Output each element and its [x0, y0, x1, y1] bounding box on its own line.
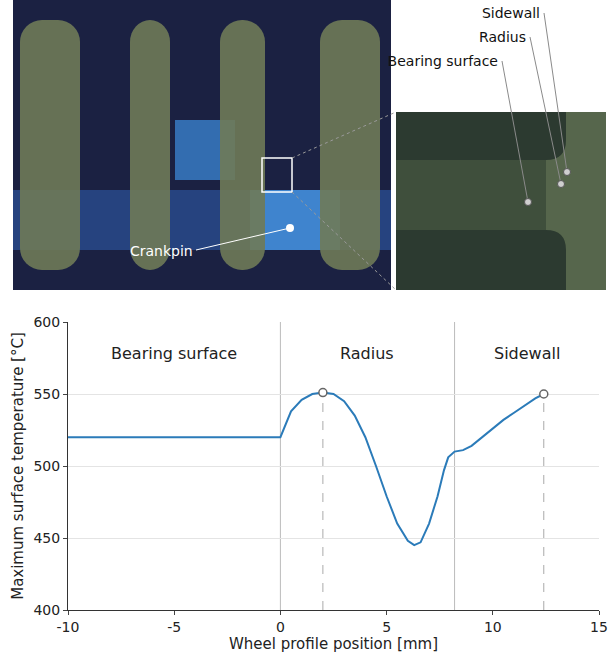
svg-text:400: 400: [33, 602, 60, 618]
svg-text:0: 0: [276, 619, 285, 635]
svg-text:Radius: Radius: [340, 344, 394, 363]
svg-text:Maximum surface temperature [°: Maximum surface temperature [°C]: [9, 332, 27, 600]
svg-text:Sidewall: Sidewall: [494, 344, 560, 363]
svg-text:Bearing surface: Bearing surface: [388, 53, 498, 69]
svg-text:5: 5: [382, 619, 391, 635]
svg-text:-10: -10: [57, 619, 80, 635]
svg-text:450: 450: [33, 530, 60, 546]
svg-text:-5: -5: [167, 619, 181, 635]
svg-text:500: 500: [33, 458, 60, 474]
svg-text:Wheel profile position [mm]: Wheel profile position [mm]: [229, 635, 438, 653]
svg-text:Sidewall: Sidewall: [482, 5, 540, 21]
svg-text:10: 10: [484, 619, 502, 635]
svg-text:Bearing surface: Bearing surface: [111, 344, 237, 363]
svg-text:15: 15: [590, 619, 608, 635]
svg-text:600: 600: [33, 314, 60, 330]
svg-text:550: 550: [33, 386, 60, 402]
svg-text:Crankpin: Crankpin: [130, 243, 193, 259]
svg-text:Radius: Radius: [479, 29, 526, 45]
